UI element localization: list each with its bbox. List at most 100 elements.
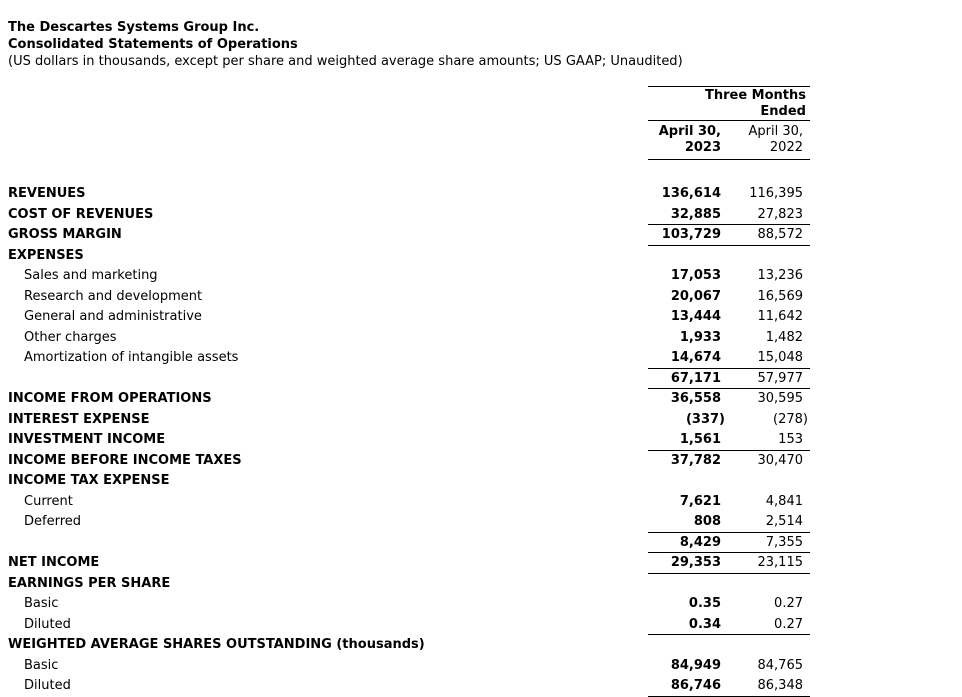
table-row: INCOME FROM OPERATIONS 36,558 30,595 — [8, 389, 810, 410]
value-2023: 37,782 — [648, 451, 725, 472]
value-2023: 32,885 — [648, 205, 725, 225]
statement-title: Consolidated Statements of Operations — [8, 37, 298, 52]
table-header: Three Months Ended April 30, 2023 April … — [8, 86, 810, 184]
column-header-2022: April 30, 2022 — [725, 121, 810, 160]
table-row: General and administrative 13,444 11,642 — [8, 307, 810, 328]
row-label: GROSS MARGIN — [8, 227, 122, 242]
row-label: Basic — [24, 596, 59, 611]
table-row: Research and development 20,067 16,569 — [8, 287, 810, 308]
table-row: 8,429 7,355 — [8, 533, 810, 554]
value-text: 67,171 — [670, 370, 721, 386]
value-text: 7,355 — [765, 534, 803, 550]
row-label: Sales and marketing — [24, 268, 158, 283]
value-2023: 14,674 — [648, 348, 725, 369]
value-2022: 57,977 — [725, 369, 810, 389]
value-2022: 1,482 — [725, 328, 810, 349]
table-row: Amortization of intangible assets 14,674… — [8, 348, 810, 369]
value-2022: 88,572 — [725, 225, 810, 246]
table-row: Basic 84,949 84,765 — [8, 656, 810, 677]
value-text: 29,353 — [670, 555, 721, 570]
period-header-line1: Three Months — [704, 88, 806, 103]
value-2023: 0.34 — [648, 615, 725, 635]
header-gap-cell — [8, 160, 810, 184]
row-label: INCOME TAX EXPENSE — [8, 473, 170, 488]
value-2022: 4,841 — [725, 492, 810, 513]
value-2023: 8,429 — [648, 533, 725, 553]
column-year: 2022 — [769, 140, 803, 155]
row-label: Other charges — [24, 329, 117, 345]
table-row: INTEREST EXPENSE (337) (278) — [8, 410, 810, 431]
value-2023: 1,561 — [648, 430, 725, 451]
row-label: WEIGHTED AVERAGE SHARES OUTSTANDING (tho… — [8, 637, 425, 652]
value-2022: 15,048 — [725, 348, 810, 369]
value-2022: 116,395 — [725, 184, 810, 205]
table-row: Diluted 86,746 86,348 — [8, 676, 810, 697]
value-text: 15,048 — [757, 350, 804, 365]
value-2023: 67,171 — [648, 369, 725, 389]
value-2022: 13,236 — [725, 266, 810, 287]
value-2023 — [648, 635, 725, 656]
value-text: 57,977 — [757, 370, 804, 386]
table-row: INVESTMENT INCOME 1,561 153 — [8, 430, 810, 451]
table-row: Deferred 808 2,514 — [8, 512, 810, 533]
value-text: 84,949 — [670, 657, 721, 673]
value-text: 103,729 — [661, 227, 721, 242]
value-text: 13,444 — [670, 309, 721, 324]
column-year: 2023 — [684, 140, 721, 155]
value-text: 0.27 — [774, 596, 803, 611]
table-row: REVENUES 136,614 116,395 — [8, 184, 810, 205]
table-row: COST OF REVENUES 32,885 27,823 — [8, 205, 810, 225]
value-2022 — [725, 635, 810, 656]
value-2023: (337) — [648, 410, 725, 431]
value-2022: 86,348 — [725, 676, 810, 697]
value-2023: 0.35 — [648, 594, 725, 615]
value-2022: 23,115 — [725, 553, 810, 574]
value-2023: 808 — [648, 512, 725, 533]
value-2023 — [648, 574, 725, 595]
row-label — [8, 369, 648, 390]
row-label: Research and development — [24, 288, 203, 304]
value-2022 — [725, 246, 810, 267]
row-label: General and administrative — [24, 309, 202, 324]
value-text: 32,885 — [670, 206, 721, 222]
value-2022 — [725, 574, 810, 595]
value-text: 4,841 — [765, 493, 803, 509]
table-row: EARNINGS PER SHARE — [8, 574, 810, 595]
table-row: NET INCOME 29,353 23,115 — [8, 553, 810, 574]
value-2023: 17,053 — [648, 266, 725, 287]
value-2022: 11,642 — [725, 307, 810, 328]
value-text: 0.34 — [688, 616, 721, 632]
table-row: Diluted 0.34 0.27 — [8, 615, 810, 635]
value-text: 30,595 — [757, 391, 804, 406]
column-date: April 30, — [658, 124, 721, 139]
value-text: 7,621 — [679, 493, 721, 509]
value-2023: 13,444 — [648, 307, 725, 328]
row-label: INCOME BEFORE INCOME TAXES — [8, 452, 242, 468]
value-2022: 0.27 — [725, 594, 810, 615]
value-2022: 0.27 — [725, 615, 810, 635]
statement-table: Three Months Ended April 30, 2023 April … — [8, 86, 810, 697]
row-label: INTEREST EXPENSE — [8, 411, 150, 427]
value-2023: 7,621 — [648, 492, 725, 513]
value-2022: 30,595 — [725, 389, 810, 410]
value-text: 16,569 — [757, 288, 804, 304]
table-row: Basic 0.35 0.27 — [8, 594, 810, 615]
value-text: 8,429 — [679, 534, 721, 550]
table-row: INCOME TAX EXPENSE — [8, 471, 810, 492]
value-text: (278) — [773, 411, 808, 427]
value-2023: 103,729 — [648, 225, 725, 246]
table-row: Current 7,621 4,841 — [8, 492, 810, 513]
value-text: 808 — [693, 514, 721, 529]
value-2022: 153 — [725, 430, 810, 451]
row-label: REVENUES — [8, 186, 86, 201]
value-2022: 7,355 — [725, 533, 810, 553]
value-2022: (278) — [725, 410, 810, 431]
table-row: Sales and marketing 17,053 13,236 — [8, 266, 810, 287]
row-label: Current — [24, 493, 73, 509]
value-text: 0.27 — [774, 616, 803, 632]
table-row: EXPENSES — [8, 246, 810, 267]
document-header: The Descartes Systems Group Inc. Consoli… — [8, 19, 962, 70]
header-spacer-cell — [8, 86, 648, 121]
row-label — [8, 533, 648, 554]
